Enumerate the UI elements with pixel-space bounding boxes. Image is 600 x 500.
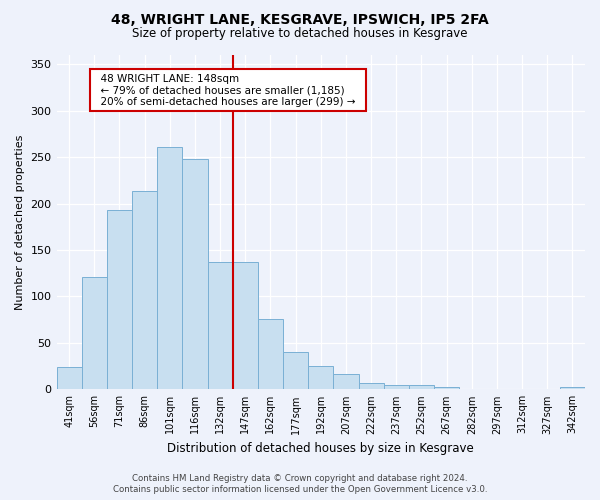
Bar [359,383,383,390]
Bar [334,374,359,390]
Bar [56,367,82,390]
Bar [409,384,434,390]
Bar [383,384,409,390]
X-axis label: Distribution of detached houses by size in Kesgrave: Distribution of detached houses by size … [167,442,474,455]
Bar [208,262,233,390]
Y-axis label: Number of detached properties: Number of detached properties [15,134,25,310]
Bar [132,190,157,390]
Bar [283,352,308,390]
Bar [434,388,459,390]
Text: Contains HM Land Registry data © Crown copyright and database right 2024.
Contai: Contains HM Land Registry data © Crown c… [113,474,487,494]
Bar [107,210,132,390]
Text: 48, WRIGHT LANE, KESGRAVE, IPSWICH, IP5 2FA: 48, WRIGHT LANE, KESGRAVE, IPSWICH, IP5 … [111,12,489,26]
Bar [82,277,107,390]
Bar [182,159,208,390]
Bar [560,388,585,390]
Bar [258,318,283,390]
Text: Size of property relative to detached houses in Kesgrave: Size of property relative to detached ho… [132,28,468,40]
Text: 48 WRIGHT LANE: 148sqm
  ← 79% of detached houses are smaller (1,185)
  20% of s: 48 WRIGHT LANE: 148sqm ← 79% of detached… [94,74,362,107]
Bar [308,366,334,390]
Bar [233,262,258,390]
Bar [157,147,182,390]
